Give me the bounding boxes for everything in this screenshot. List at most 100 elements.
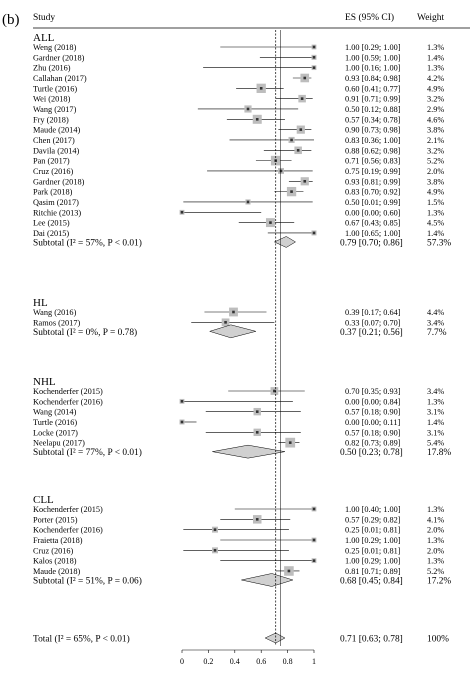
point-estimate xyxy=(259,87,263,90)
study-weight: 2.0% xyxy=(427,167,444,176)
point-estimate xyxy=(312,56,316,59)
point-estimate xyxy=(273,389,276,393)
study-label: Gardner (2018) xyxy=(33,53,85,62)
study-label: Kochenderfer (2016) xyxy=(33,526,103,535)
study-es: 1.00 [0.59; 1.00] xyxy=(345,53,401,62)
point-estimate xyxy=(312,538,316,542)
study-weight: 4.9% xyxy=(427,188,444,197)
study-label: Pan (2017) xyxy=(33,157,70,166)
study-es: 0.25 [0.01; 0.81] xyxy=(345,526,401,535)
point-estimate xyxy=(300,97,304,100)
tick-label: 0.6 xyxy=(256,657,266,666)
study-label: Kochenderfer (2015) xyxy=(33,505,103,514)
subtotal-label: Subtotal (I² = 77%, P < 0.01) xyxy=(33,447,142,458)
total-label: Total (I² = 65%, P < 0.01) xyxy=(33,634,130,645)
point-estimate xyxy=(296,149,300,152)
tick-label: 0.2 xyxy=(203,657,213,666)
study-label: Ramos (2017) xyxy=(33,318,80,327)
study-es: 0.93 [0.81; 0.99] xyxy=(345,177,401,186)
study-label: Chen (2017) xyxy=(33,136,75,145)
study-weight: 1.4% xyxy=(427,418,444,427)
study-weight: 3.4% xyxy=(427,318,444,327)
point-estimate xyxy=(213,549,217,552)
study-es: 0.57 [0.18; 0.90] xyxy=(345,408,401,417)
study-es: 0.75 [0.19; 0.99] xyxy=(345,167,401,176)
study-weight: 1.3% xyxy=(427,43,444,52)
study-label: Wang (2014) xyxy=(33,408,77,417)
subtotal-weight: 17.8% xyxy=(427,448,451,458)
point-estimate xyxy=(255,431,259,434)
study-weight: 1.3% xyxy=(427,505,444,514)
subtotal-diamond xyxy=(208,324,257,339)
study-es: 0.81 [0.71; 0.89] xyxy=(345,567,401,576)
study-weight: 5.2% xyxy=(427,567,444,576)
study-es: 0.25 [0.01; 0.81] xyxy=(345,546,401,555)
study-weight: 4.9% xyxy=(427,84,444,93)
study-label: Locke (2017) xyxy=(33,428,78,437)
study-es: 1.00 [0.16; 1.00] xyxy=(345,64,401,73)
study-es: 0.67 [0.43; 0.85] xyxy=(345,219,401,228)
study-weight: 4.5% xyxy=(427,219,444,228)
point-estimate xyxy=(180,420,184,424)
tick-label: 0 xyxy=(180,657,184,666)
study-label: Maude (2018) xyxy=(33,567,80,576)
study-label: Turtle (2016) xyxy=(33,84,77,93)
study-es: 0.91 [0.71; 0.99] xyxy=(345,95,401,104)
point-estimate xyxy=(279,169,283,173)
study-weight: 5.2% xyxy=(427,157,444,166)
study-es: 1.00 [0.29; 1.00] xyxy=(345,43,401,52)
study-label: Kochenderfer (2016) xyxy=(33,397,103,406)
point-estimate xyxy=(246,107,250,111)
study-weight: 1.4% xyxy=(427,229,444,238)
group-label: HL xyxy=(33,297,48,309)
study-weight: 1.3% xyxy=(427,208,444,217)
subtotal-weight: 7.7% xyxy=(427,328,447,338)
point-estimate xyxy=(246,200,250,204)
study-weight: 1.4% xyxy=(427,53,444,62)
group-label: ALL xyxy=(33,32,55,44)
study-es: 0.90 [0.73; 0.98] xyxy=(345,126,401,135)
point-estimate xyxy=(255,518,259,521)
point-estimate xyxy=(312,507,316,511)
study-es: 0.39 [0.17; 0.64] xyxy=(345,308,401,317)
header-es: ES (95% CI) xyxy=(345,12,394,23)
study-es: 1.00 [0.29; 1.00] xyxy=(345,557,401,566)
study-weight: 2.1% xyxy=(427,136,444,145)
study-es: 0.57 [0.34; 0.78] xyxy=(345,115,401,124)
study-label: Wei (2018) xyxy=(33,95,71,104)
group-label: CLL xyxy=(33,494,54,506)
tick-label: 1 xyxy=(312,657,316,666)
study-label: Dai (2015) xyxy=(33,229,69,238)
study-weight: 3.1% xyxy=(427,408,444,417)
study-weight: 3.2% xyxy=(427,95,444,104)
study-es: 0.50 [0.12; 0.88] xyxy=(345,105,401,114)
subtotal-label: Subtotal (I² = 51%, P = 0.06) xyxy=(33,575,142,586)
panel-label: (b) xyxy=(2,12,20,28)
header-weight: Weight xyxy=(417,13,445,23)
point-estimate xyxy=(312,66,316,69)
study-weight: 5.4% xyxy=(427,439,444,448)
study-label: Gardner (2018) xyxy=(33,177,85,186)
study-weight: 1.3% xyxy=(427,536,444,545)
study-weight: 2.9% xyxy=(427,105,444,114)
study-es: 0.82 [0.73; 0.89] xyxy=(345,439,401,448)
tick-label: 0.8 xyxy=(283,657,293,666)
header-study: Study xyxy=(33,13,55,23)
study-label: Porter (2015) xyxy=(33,515,78,524)
study-weight: 4.4% xyxy=(427,308,444,317)
study-es: 0.50 [0.01; 0.99] xyxy=(345,198,401,207)
study-label: Cruz (2016) xyxy=(33,546,74,555)
subtotal-label: Subtotal (I² = 0%, P = 0.78) xyxy=(33,327,137,338)
subtotal-es: 0.79 [0.70; 0.86] xyxy=(340,238,403,248)
point-estimate xyxy=(213,528,217,531)
study-es: 0.83 [0.36; 1.00] xyxy=(345,136,401,145)
study-label: Lee (2015) xyxy=(33,219,70,228)
subtotal-label: Subtotal (I² = 57%, P < 0.01) xyxy=(33,237,142,248)
study-es: 0.00 [0.00; 0.84] xyxy=(345,397,401,406)
study-weight: 2.0% xyxy=(427,546,444,555)
study-es: 0.60 [0.41; 0.77] xyxy=(345,84,401,93)
group-label: NHL xyxy=(33,376,56,388)
study-label: Park (2018) xyxy=(33,188,73,197)
